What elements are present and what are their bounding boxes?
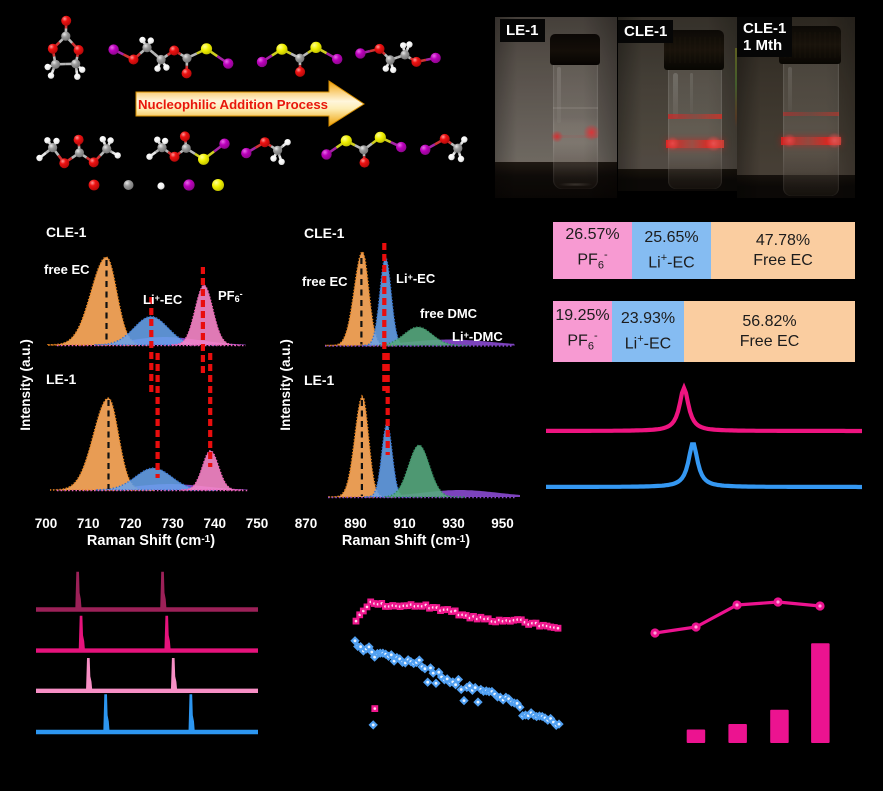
svg-text:CLE-1: CLE-1 — [304, 225, 345, 241]
svg-text:Intensity (a.u.): Intensity (a.u.) — [278, 339, 293, 431]
svg-text:Raman Shift (cm-1): Raman Shift (cm-1) — [87, 533, 215, 549]
svg-text:Li+-EC: Li+-EC — [396, 271, 436, 286]
svg-text:890: 890 — [344, 516, 367, 531]
svg-text:free EC: free EC — [44, 262, 90, 277]
svg-text:Nucleophilic Addition Process: Nucleophilic Addition Process — [138, 97, 328, 112]
svg-text:950: 950 — [491, 516, 514, 531]
svg-text:710: 710 — [77, 516, 100, 531]
svg-text:730: 730 — [161, 516, 184, 531]
svg-text:740: 740 — [204, 516, 227, 531]
svg-text:930: 930 — [442, 516, 465, 531]
svg-text:PF6-: PF6- — [218, 288, 243, 304]
svg-text:Raman Shift (cm-1): Raman Shift (cm-1) — [342, 533, 470, 549]
svg-text:700: 700 — [35, 516, 58, 531]
svg-text:free EC: free EC — [302, 274, 348, 289]
svg-text:free DMC: free DMC — [420, 306, 478, 321]
svg-text:910: 910 — [393, 516, 416, 531]
svg-text:870: 870 — [295, 516, 318, 531]
svg-text:Intensity (a.u.): Intensity (a.u.) — [18, 339, 33, 431]
svg-text:LE-1: LE-1 — [304, 372, 335, 388]
svg-text:LE-1: LE-1 — [46, 371, 77, 387]
svg-text:CLE-1: CLE-1 — [46, 224, 87, 240]
svg-text:Li+-DMC: Li+-DMC — [452, 329, 503, 344]
svg-text:720: 720 — [119, 516, 142, 531]
svg-text:750: 750 — [246, 516, 269, 531]
svg-text:Li+-EC: Li+-EC — [143, 292, 183, 307]
